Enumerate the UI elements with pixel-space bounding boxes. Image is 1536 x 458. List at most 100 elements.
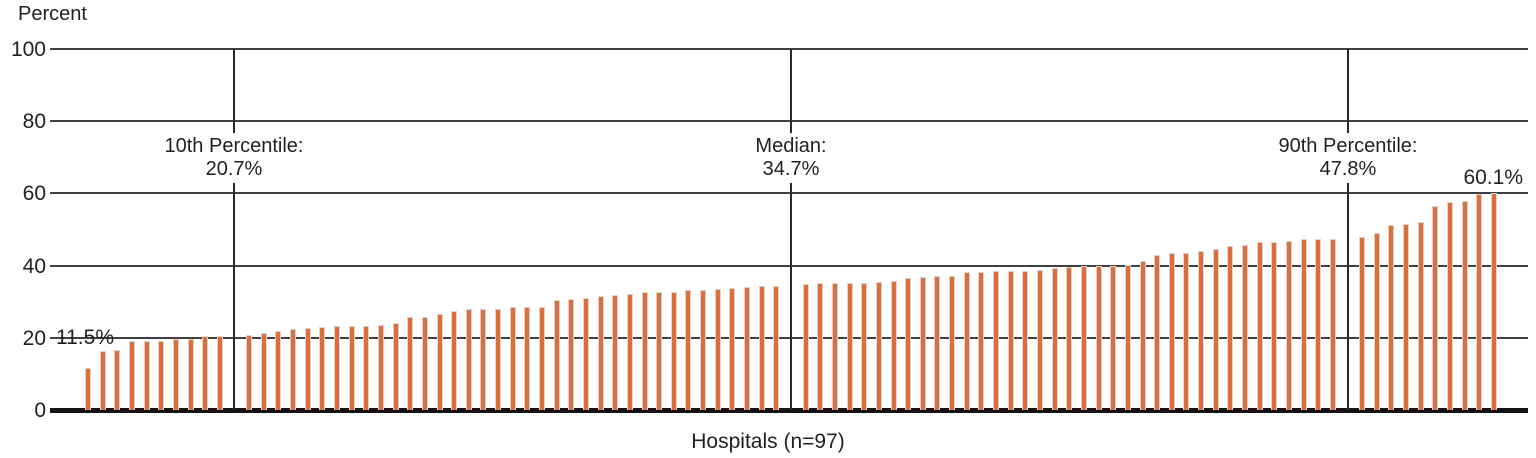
bar (99, 350, 106, 410)
bar (128, 341, 135, 410)
bar (963, 272, 970, 410)
bar (377, 325, 384, 410)
bar (539, 306, 546, 410)
max-value-label: 60.1% (1463, 166, 1523, 189)
bar (1080, 266, 1087, 410)
p10-annotation: 10th Percentile: 20.7% (154, 133, 314, 183)
bar (1168, 253, 1175, 410)
bar (495, 308, 502, 410)
bar (1256, 242, 1263, 410)
bar (363, 325, 370, 410)
bar (1417, 221, 1424, 410)
p10-annotation-title: 10th Percentile: (164, 135, 304, 157)
bar (1491, 193, 1497, 410)
x-axis-title: Hospitals (n=97) (691, 430, 845, 453)
p90-annotation-value: 47.8% (1319, 158, 1377, 180)
bar (304, 327, 311, 410)
bar (729, 287, 736, 410)
bar (1007, 271, 1014, 410)
bar (568, 299, 575, 410)
bar (626, 293, 633, 410)
bar (1300, 239, 1307, 410)
y-tick-label-100: 100 (10, 38, 46, 61)
bar (1329, 238, 1336, 410)
p90-annotation: 90th Percentile: 47.8% (1268, 133, 1428, 183)
p90-annotation-title: 90th Percentile: (1278, 135, 1418, 157)
bar (1242, 244, 1249, 410)
bar (1476, 194, 1483, 410)
bar (993, 271, 1000, 410)
bar (714, 289, 721, 410)
bar (758, 285, 765, 410)
bar (612, 294, 619, 410)
bar (275, 330, 282, 410)
bar (407, 317, 414, 410)
bar (392, 323, 399, 410)
bar (421, 316, 428, 410)
bar (1110, 265, 1117, 410)
y-tick-label-20: 20 (22, 326, 46, 350)
bar (319, 327, 326, 410)
bar (1036, 269, 1043, 410)
bar (700, 289, 707, 410)
bar (1227, 246, 1234, 410)
bar (656, 292, 663, 410)
bar (465, 308, 472, 410)
bar (1124, 265, 1131, 410)
bar (260, 333, 267, 410)
bar (1139, 260, 1146, 410)
bar (890, 280, 897, 410)
bar (582, 298, 589, 410)
bar (436, 313, 443, 410)
gridline-60 (50, 192, 1528, 195)
bar (85, 368, 91, 410)
bar (1403, 224, 1410, 410)
y-tick-label-80: 80 (22, 110, 46, 134)
median-annotation-value: 34.7% (762, 158, 820, 180)
bar (978, 271, 985, 410)
bar (1051, 268, 1058, 410)
bar (919, 277, 926, 410)
bar (1022, 270, 1029, 410)
bar (597, 295, 604, 410)
bar (1388, 225, 1395, 410)
bar (846, 282, 853, 410)
p90-reference-line (1346, 49, 1349, 410)
bar (333, 326, 340, 410)
p10-reference-line (233, 49, 236, 410)
bar (1373, 233, 1380, 410)
bar (246, 334, 253, 410)
gridline-20 (50, 336, 1528, 339)
bar (641, 292, 648, 410)
bar (187, 338, 194, 410)
bar (1271, 241, 1278, 410)
bar (1198, 251, 1205, 410)
bar (290, 329, 297, 410)
bar (949, 276, 956, 410)
bar (1212, 249, 1219, 410)
bar (1461, 200, 1468, 410)
bar (1154, 255, 1161, 410)
bar (480, 308, 487, 410)
bar (172, 338, 179, 410)
bar (744, 286, 751, 410)
bar (773, 285, 780, 410)
bar (1066, 267, 1073, 410)
median-annotation-title: Median: (755, 135, 827, 157)
bar (216, 335, 223, 410)
bar (553, 299, 560, 410)
y-axis-title: Percent (18, 3, 87, 25)
bar (802, 284, 809, 410)
p10-annotation-value: 20.7% (205, 158, 263, 180)
y-tick-label-0: 0 (34, 399, 46, 422)
bar (861, 282, 868, 410)
bar (143, 341, 150, 410)
bar (1447, 201, 1454, 410)
bar (1095, 265, 1102, 410)
bar (1285, 240, 1292, 410)
x-axis-baseline (50, 408, 1528, 413)
bar (1359, 237, 1366, 410)
median-annotation: Median: 34.7% (745, 133, 837, 183)
gridline-80 (50, 120, 1528, 123)
